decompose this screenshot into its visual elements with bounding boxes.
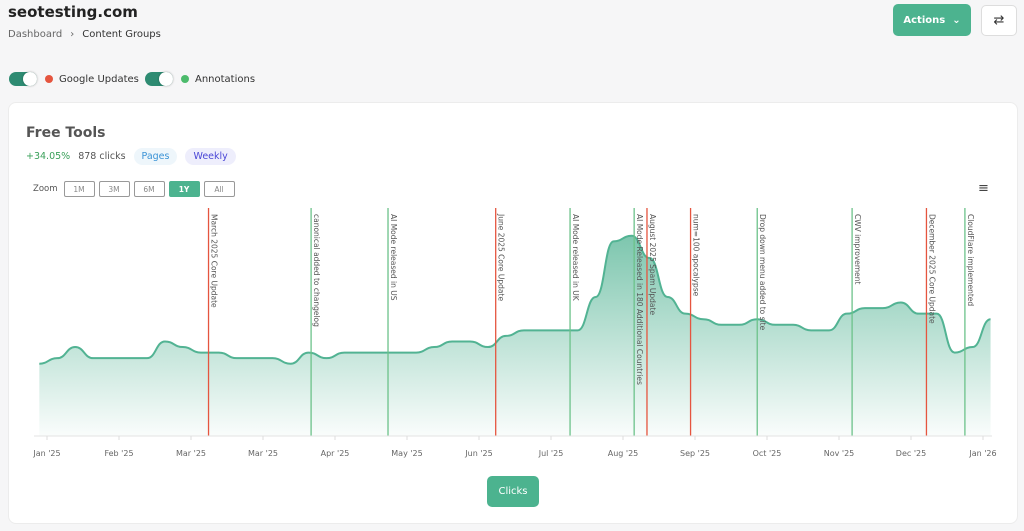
annotation-label: AI Mode released in US	[389, 214, 398, 301]
toggle-annotations[interactable]: Annotations	[145, 72, 255, 86]
annotation-label: num=100 apocalypse	[692, 214, 701, 297]
green-dot-icon	[181, 75, 189, 83]
series-area	[39, 235, 991, 436]
change-percent: +34.05%	[26, 151, 71, 162]
clicks-chart: March 2025 Core Update canonical added to…	[32, 208, 997, 458]
zoom-1m[interactable]: 1M	[63, 181, 95, 197]
card-title: Free Tools	[26, 125, 106, 141]
breadcrumb-dashboard[interactable]: Dashboard	[8, 29, 63, 40]
x-tick-label: Nov '25	[824, 449, 855, 458]
x-tick-label: Mar '25	[248, 449, 278, 458]
google-updates-switch[interactable]	[9, 72, 37, 86]
zoom-3m[interactable]: 3M	[98, 181, 130, 197]
x-tick-label: May '25	[391, 449, 422, 458]
swap-button[interactable]: ⇄	[981, 5, 1017, 36]
zoom-controls: Zoom 1M 3M 6M 1Y All	[33, 181, 235, 197]
annotation-label: June 2025 Core Update	[497, 213, 506, 301]
annotation-label: canonical added to changelog	[312, 214, 321, 327]
zoom-all[interactable]: All	[203, 181, 235, 197]
breadcrumb-content-groups: Content Groups	[82, 29, 161, 40]
annotation-label: CloudFlare implemented	[966, 214, 975, 306]
google-updates-label: Google Updates	[59, 73, 139, 85]
annotation-label: AI Mode Released in 180 Additional Count…	[635, 214, 644, 385]
annotation-label: CWV improvement	[853, 214, 862, 285]
series-line	[39, 234, 991, 365]
x-tick-label: Apr '25	[321, 449, 350, 458]
annotation-label: Drop down menu added to site	[758, 214, 767, 331]
x-tick-label: Feb '25	[104, 449, 133, 458]
actions-label: Actions	[903, 14, 946, 26]
x-tick-label: Sep '25	[680, 449, 710, 458]
x-tick-label: Dec '25	[896, 449, 926, 458]
zoom-1y[interactable]: 1Y	[168, 181, 200, 197]
weekly-pill[interactable]: Weekly	[185, 148, 236, 165]
x-tick-label: Jan '26	[968, 449, 996, 458]
pages-pill[interactable]: Pages	[133, 148, 178, 165]
site-title: seotesting.com	[8, 3, 138, 21]
hamburger-icon[interactable]: ≡	[978, 181, 989, 196]
toggle-google-updates[interactable]: Google Updates	[9, 72, 139, 86]
annotations-switch[interactable]	[145, 72, 173, 86]
x-tick-label: Jul '25	[538, 449, 564, 458]
annotation-label: AI Mode released in UK	[571, 214, 580, 302]
x-tick-label: Jan '25	[32, 449, 60, 458]
zoom-label: Zoom	[33, 184, 58, 194]
zoom-6m[interactable]: 6M	[133, 181, 165, 197]
x-tick-label: Oct '25	[753, 449, 782, 458]
chevron-down-icon: ⌄	[952, 14, 961, 26]
annotation-label: December 2025 Core Update	[927, 214, 936, 324]
clicks-count: 878 clicks	[78, 151, 126, 162]
breadcrumb: Dashboard › Content Groups	[8, 29, 161, 40]
arrows-swap-icon: ⇄	[993, 13, 1005, 28]
x-tick-label: Aug '25	[608, 449, 639, 458]
red-dot-icon	[45, 75, 53, 83]
x-tick-label: Jun '25	[464, 449, 492, 458]
clicks-series-button[interactable]: Clicks	[487, 476, 539, 507]
stats-row: +34.05% 878 clicks Pages Weekly	[26, 148, 236, 165]
actions-button[interactable]: Actions ⌄	[893, 4, 971, 36]
x-tick-label: Mar '25	[176, 449, 206, 458]
annotation-label: August 2025 Spam Update	[648, 214, 657, 315]
annotations-label: Annotations	[195, 73, 256, 85]
chevron-right-icon: ›	[70, 29, 75, 40]
annotation-label: March 2025 Core Update	[210, 214, 219, 308]
